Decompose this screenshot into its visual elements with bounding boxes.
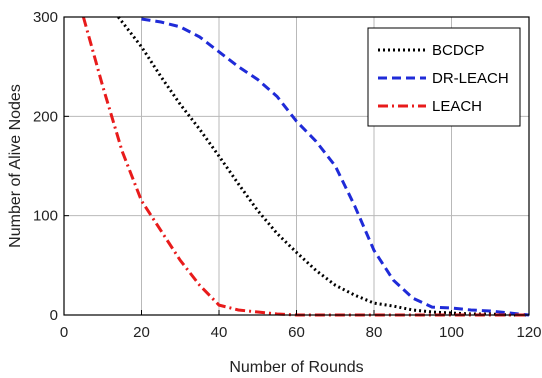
- x-tick-label: 60: [288, 324, 305, 341]
- y-axis-ticks: 0 100 200 300: [33, 9, 69, 324]
- series-layer: [81, 16, 530, 317]
- legend-label-dr-leach: DR-LEACH: [432, 70, 509, 87]
- x-tick-label: 120: [516, 324, 541, 341]
- x-axis-ticks: 0 20 40 60 80 100 120: [60, 310, 542, 341]
- legend-label-bcdcp: BCDCP: [432, 42, 485, 59]
- series-line-leach: [81, 16, 529, 317]
- legend-label-leach: LEACH: [432, 98, 482, 115]
- x-axis-label: Number of Rounds: [229, 359, 363, 376]
- y-tick-label: 200: [33, 108, 58, 125]
- x-tick-label: 20: [133, 324, 150, 341]
- y-tick-label: 300: [33, 9, 58, 26]
- x-tick-label: 80: [366, 324, 383, 341]
- x-tick-label: 40: [211, 324, 228, 341]
- legend: BCDCP DR-LEACH LEACH: [367, 27, 521, 127]
- x-tick-label: 100: [439, 324, 464, 341]
- y-axis-label: Number of Alive Nodes: [7, 84, 24, 248]
- x-tick-label: 0: [60, 324, 68, 341]
- y-tick-label: 100: [33, 208, 58, 225]
- y-tick-label: 0: [50, 307, 58, 324]
